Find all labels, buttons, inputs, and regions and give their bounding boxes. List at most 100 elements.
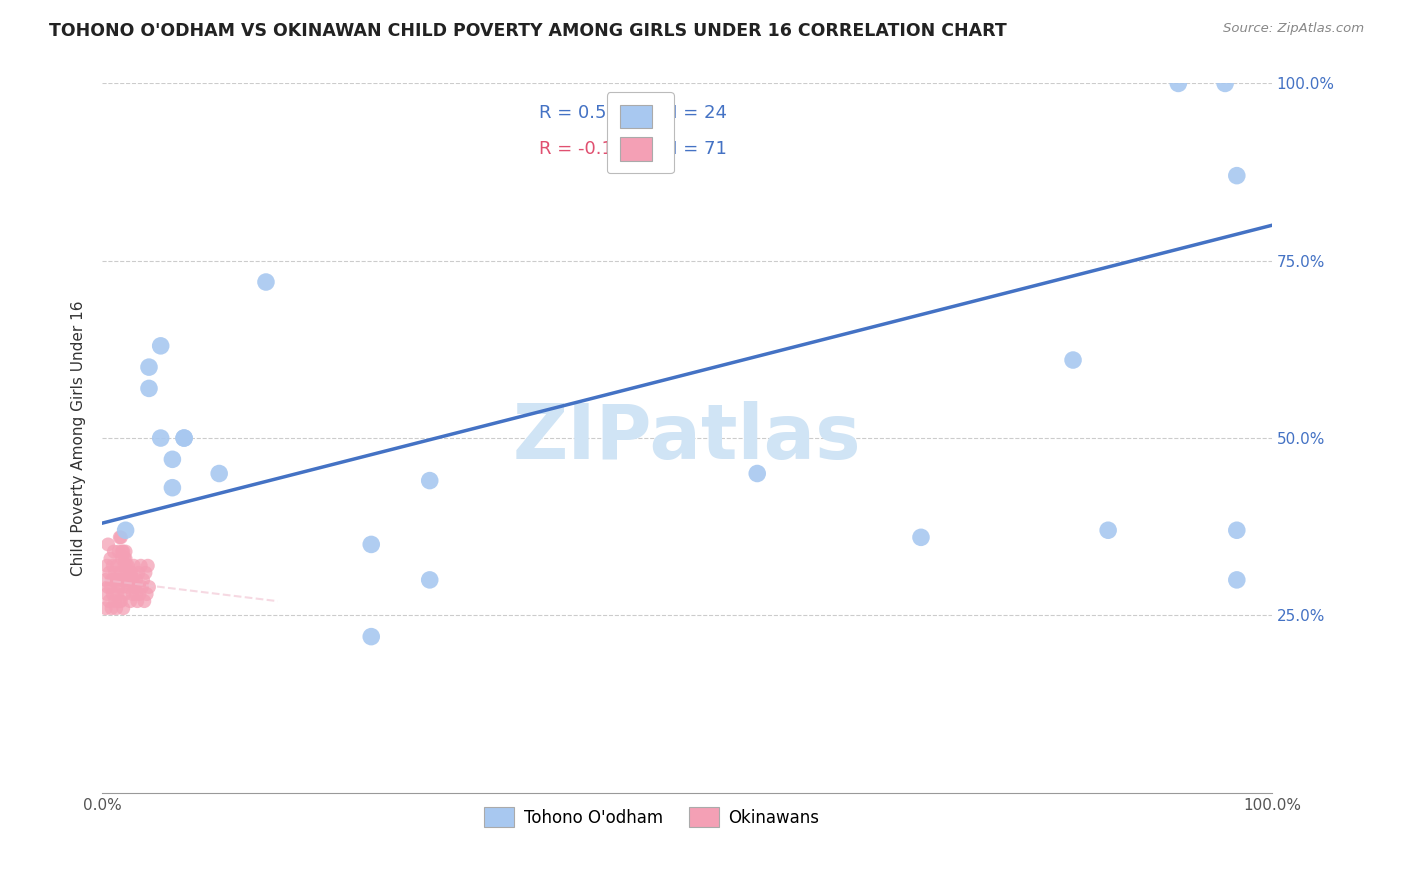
Point [100, 551, 122, 566]
Point [114, 551, 136, 566]
Point [94, 573, 117, 587]
Point [117, 558, 139, 573]
Point [1226, 523, 1249, 537]
Point [138, 360, 160, 375]
Point [419, 573, 441, 587]
Point [96, 587, 118, 601]
Point [120, 573, 142, 587]
Point [1213, 77, 1236, 91]
Point [103, 573, 125, 587]
Point [112, 544, 135, 558]
Point [98, 566, 121, 580]
Point [125, 573, 148, 587]
Point [107, 558, 129, 573]
Point [120, 594, 142, 608]
Point [134, 566, 156, 580]
Point [114, 551, 136, 566]
Point [118, 573, 141, 587]
Point [114, 523, 136, 537]
Point [173, 431, 195, 445]
Point [108, 530, 131, 544]
Y-axis label: Child Poverty Among Girls Under 16: Child Poverty Among Girls Under 16 [72, 301, 86, 576]
Point [1062, 353, 1084, 368]
Text: ZIPatlas: ZIPatlas [513, 401, 862, 475]
Legend: Tohono O'odham, Okinawans: Tohono O'odham, Okinawans [478, 800, 827, 834]
Point [910, 530, 932, 544]
Point [124, 580, 146, 594]
Point [747, 467, 769, 481]
Point [111, 551, 134, 566]
Point [97, 580, 120, 594]
Point [98, 594, 121, 608]
Point [208, 467, 231, 481]
Point [112, 601, 135, 615]
Point [96, 558, 118, 573]
Point [104, 594, 127, 608]
Point [105, 573, 128, 587]
Point [124, 580, 146, 594]
Point [100, 580, 122, 594]
Point [110, 566, 132, 580]
Point [118, 566, 141, 580]
Point [120, 566, 142, 580]
Text: N = 71: N = 71 [664, 140, 727, 158]
Point [112, 573, 135, 587]
Point [114, 573, 136, 587]
Point [101, 558, 124, 573]
Point [103, 544, 125, 558]
Point [149, 339, 172, 353]
Point [108, 573, 131, 587]
Point [1097, 523, 1119, 537]
Text: R = -0.132: R = -0.132 [538, 140, 636, 158]
Point [117, 580, 139, 594]
Point [114, 558, 136, 573]
Point [100, 573, 122, 587]
Point [121, 587, 143, 601]
Point [149, 431, 172, 445]
Point [115, 566, 138, 580]
Text: Source: ZipAtlas.com: Source: ZipAtlas.com [1223, 22, 1364, 36]
Text: R = 0.554: R = 0.554 [538, 104, 628, 122]
Point [128, 587, 150, 601]
Point [111, 580, 134, 594]
Point [110, 594, 132, 608]
Text: N = 24: N = 24 [664, 104, 727, 122]
Point [120, 566, 142, 580]
Point [121, 573, 143, 587]
Point [254, 275, 277, 289]
Point [360, 537, 382, 551]
Point [129, 558, 152, 573]
Point [131, 580, 153, 594]
Point [127, 594, 149, 608]
Point [162, 452, 184, 467]
Point [107, 580, 129, 594]
Point [107, 544, 129, 558]
Point [134, 594, 156, 608]
Point [138, 580, 160, 594]
Point [114, 544, 136, 558]
Point [108, 594, 131, 608]
Point [105, 601, 128, 615]
Point [114, 587, 136, 601]
Point [122, 580, 145, 594]
Point [115, 558, 138, 573]
Point [104, 566, 127, 580]
Text: TOHONO O'ODHAM VS OKINAWAN CHILD POVERTY AMONG GIRLS UNDER 16 CORRELATION CHART: TOHONO O'ODHAM VS OKINAWAN CHILD POVERTY… [49, 22, 1007, 40]
Point [135, 587, 157, 601]
Point [138, 381, 160, 395]
Point [107, 587, 129, 601]
Point [94, 601, 117, 615]
Point [132, 573, 155, 587]
Point [127, 566, 149, 580]
Point [1167, 77, 1189, 91]
Point [101, 587, 124, 601]
Point [1226, 573, 1249, 587]
Point [360, 630, 382, 644]
Point [1226, 169, 1249, 183]
Point [162, 481, 184, 495]
Point [122, 558, 145, 573]
Point [419, 474, 441, 488]
Point [125, 587, 148, 601]
Point [111, 544, 134, 558]
Point [97, 537, 120, 551]
